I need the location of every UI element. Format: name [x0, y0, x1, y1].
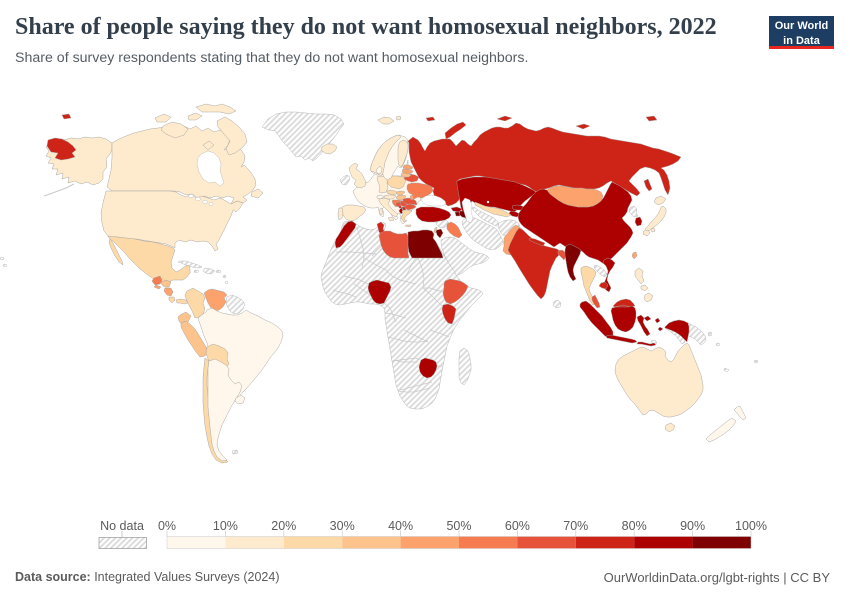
svg-text:60%: 60% — [505, 519, 530, 533]
svg-text:10%: 10% — [213, 519, 238, 533]
svg-text:50%: 50% — [446, 519, 471, 533]
svg-text:80%: 80% — [622, 519, 647, 533]
svg-text:20%: 20% — [271, 519, 296, 533]
svg-text:90%: 90% — [680, 519, 705, 533]
svg-text:30%: 30% — [330, 519, 355, 533]
svg-text:70%: 70% — [563, 519, 588, 533]
svg-text:0%: 0% — [158, 519, 176, 533]
svg-text:No data: No data — [100, 519, 144, 533]
svg-text:100%: 100% — [735, 519, 767, 533]
svg-text:40%: 40% — [388, 519, 413, 533]
